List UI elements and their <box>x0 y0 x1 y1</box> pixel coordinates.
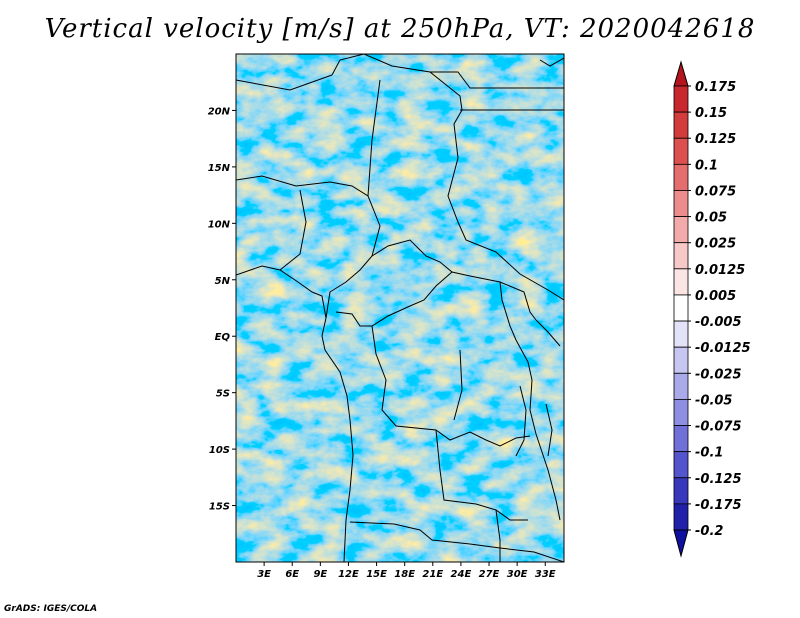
colorbar-segment <box>673 425 689 453</box>
colorbar-segment <box>673 451 689 479</box>
colorbar-label: 0.075 <box>695 184 736 199</box>
colorbar-segment <box>673 294 689 322</box>
lon-tick-label: 18E <box>394 569 415 580</box>
lon-tick-label: 9E <box>313 569 327 580</box>
colorbar-label: -0.005 <box>695 315 742 330</box>
lon-tick-label: 12E <box>338 569 359 580</box>
lon-tick-label: 24E <box>451 569 472 580</box>
lon-tick-label: 30E <box>507 569 528 580</box>
colorbar-label: -0.0125 <box>695 341 751 356</box>
colorbar-segment <box>673 372 689 400</box>
lat-tick-label: 15N <box>208 163 231 174</box>
colorbar-segment <box>673 137 689 165</box>
colorbar-label: 0.025 <box>695 237 736 252</box>
map-frame <box>235 53 565 563</box>
colorbar-label: 0.175 <box>695 80 736 95</box>
grads-credit: GrADS: IGES/COLA <box>4 604 98 614</box>
lon-tick-label: 3E <box>257 569 271 580</box>
colorbar-label: 0.05 <box>695 211 727 226</box>
lon-tick-label: 6E <box>285 569 299 580</box>
colorbar-segment <box>673 111 689 139</box>
lat-tick-label: 5S <box>216 389 230 400</box>
lon-tick-label: 27E <box>479 569 500 580</box>
colorbar-label: -0.025 <box>695 367 742 382</box>
colorbar-segment <box>673 190 689 217</box>
colorbar-segment <box>673 163 689 191</box>
country-borders <box>236 54 564 562</box>
colorbar-segment <box>673 399 689 426</box>
colorbar-label: 0.0125 <box>695 263 745 278</box>
colorbar-label: -0.175 <box>695 498 742 513</box>
colorbar-label: -0.1 <box>695 446 723 461</box>
longitude-axis: 3E 6E 9E 12E 15E 18E 21E 24E 27E 30E 33E <box>257 562 556 580</box>
colorbar-segment <box>673 320 689 348</box>
lat-tick-label: EQ <box>215 332 231 343</box>
colorbar-segment <box>673 346 689 374</box>
map-title: Vertical velocity [m/s] at 250hPa, VT: 2… <box>44 14 756 44</box>
latitude-axis: 20N 15N 10N 5N EQ 5S 10S 15S <box>208 106 236 513</box>
lon-tick-label: 15E <box>366 569 387 580</box>
colorbar-label: 0.005 <box>695 289 736 304</box>
lat-tick-label: 10S <box>209 445 230 456</box>
colorbar-segment <box>673 242 689 270</box>
lat-tick-label: 15S <box>209 502 230 513</box>
colorbar-max-arrow <box>673 60 689 87</box>
colorbar-label: 0.15 <box>695 106 727 121</box>
lat-tick-label: 5N <box>215 276 231 287</box>
colorbar-label: 0.125 <box>695 132 736 147</box>
colorbar-min-arrow <box>673 529 689 558</box>
lat-tick-label: 20N <box>208 106 231 117</box>
colorbar-label: -0.125 <box>695 472 742 487</box>
colorbar-segment <box>673 477 689 505</box>
colorbar-segment <box>673 268 689 296</box>
colorbar-segment <box>673 85 689 113</box>
lon-tick-label: 33E <box>535 569 556 580</box>
lon-tick-label: 21E <box>422 569 443 580</box>
velocity-field <box>236 54 564 562</box>
lat-tick-label: 10N <box>208 219 231 230</box>
colorbar: 0.175 0.15 0.125 0.1 0.075 0.05 0.025 0.0125 0.0… <box>673 60 751 558</box>
colorbar-label: -0.05 <box>695 393 732 408</box>
colorbar-label: 0.1 <box>695 158 718 173</box>
colorbar-label: -0.2 <box>695 524 723 539</box>
colorbar-label: -0.075 <box>695 420 742 435</box>
colorbar-segment <box>673 503 689 531</box>
colorbar-segment <box>673 216 689 244</box>
